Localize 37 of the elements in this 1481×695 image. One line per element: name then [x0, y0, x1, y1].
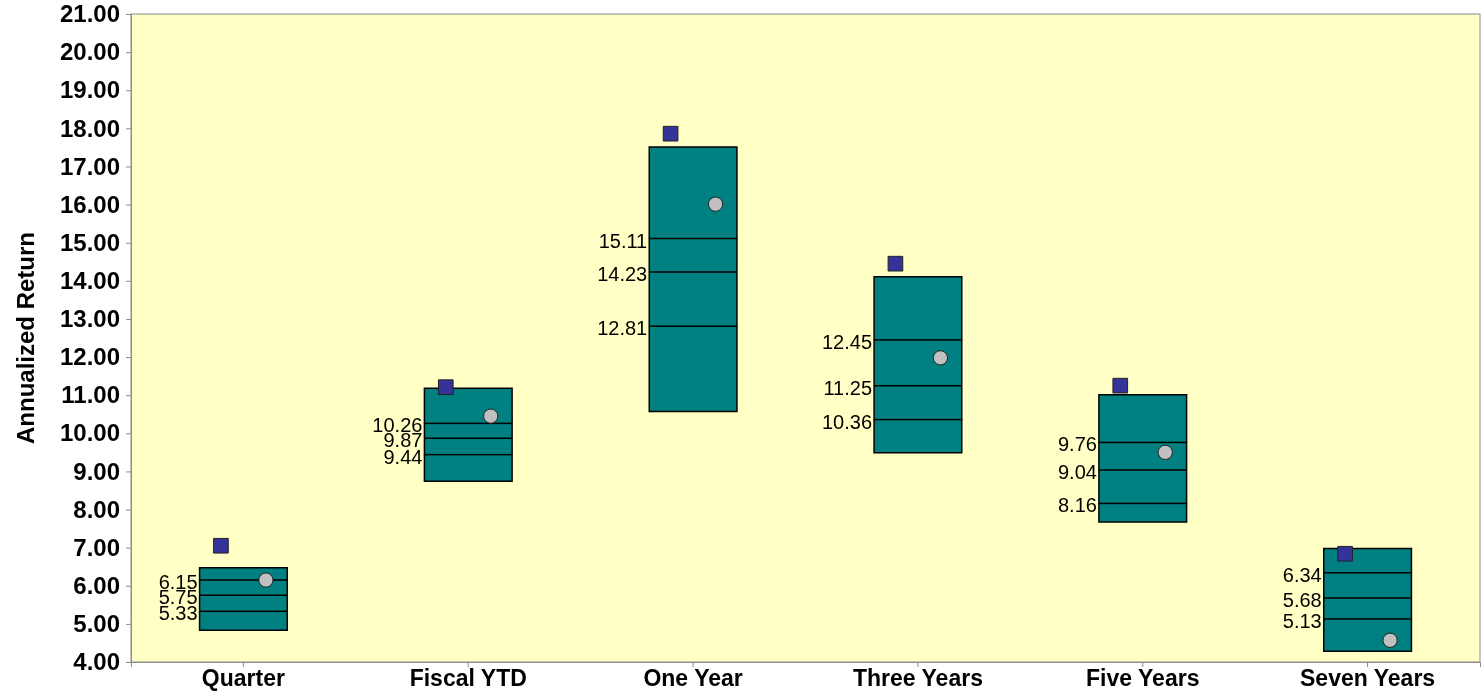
y-tick-label: 10.00 [59, 419, 120, 447]
y-tick-label: 17.00 [59, 152, 120, 180]
y-axis-title: Annualized Return [12, 231, 39, 445]
y-tick-label: 13.00 [59, 305, 120, 333]
x-tick-label: Three Years [852, 665, 983, 692]
y-tick-label: 6.00 [73, 571, 120, 599]
annotation: 6.34 [1282, 563, 1322, 586]
annotation: 12.81 [597, 317, 648, 340]
y-tick-label: 20.00 [59, 38, 120, 66]
y-tick-label: 8.00 [73, 495, 120, 523]
x-tick-label: Fiscal YTD [409, 665, 527, 692]
annotation: 15.11 [598, 229, 648, 252]
x-tick-label: One Year [643, 665, 743, 692]
y-tick-label: 11.00 [61, 381, 120, 409]
annotation: 8.16 [1057, 494, 1097, 517]
y-tick-label: 18.00 [59, 114, 120, 142]
annotation: 11.25 [823, 376, 873, 399]
annotation: 12.45 [822, 330, 873, 353]
y-tick-label: 19.00 [59, 76, 120, 104]
y-tick-label: 4.00 [73, 648, 120, 676]
y-tick-label: 9.00 [73, 457, 120, 485]
annotation: 10.36 [822, 410, 873, 433]
annotation: 14.23 [597, 263, 648, 286]
x-tick-label: Five Years [1086, 665, 1200, 692]
x-tick-label: Seven Years [1300, 665, 1436, 692]
annotation: 5.13 [1282, 609, 1322, 632]
y-tick-label: 12.00 [59, 343, 120, 371]
y-tick-label: 7.00 [73, 533, 120, 561]
y-tick-label: 14.00 [59, 267, 120, 294]
y-tick-label: 16.00 [59, 190, 120, 218]
annotation: 9.76 [1057, 433, 1097, 456]
x-tick-label: Quarter [201, 665, 285, 692]
y-tick-label: 21.00 [59, 0, 120, 28]
annotation: 9.04 [1057, 460, 1097, 483]
annotation: 5.68 [1282, 588, 1322, 611]
y-tick-label: 15.00 [59, 228, 120, 256]
y-tick-label: 5.00 [73, 610, 120, 638]
